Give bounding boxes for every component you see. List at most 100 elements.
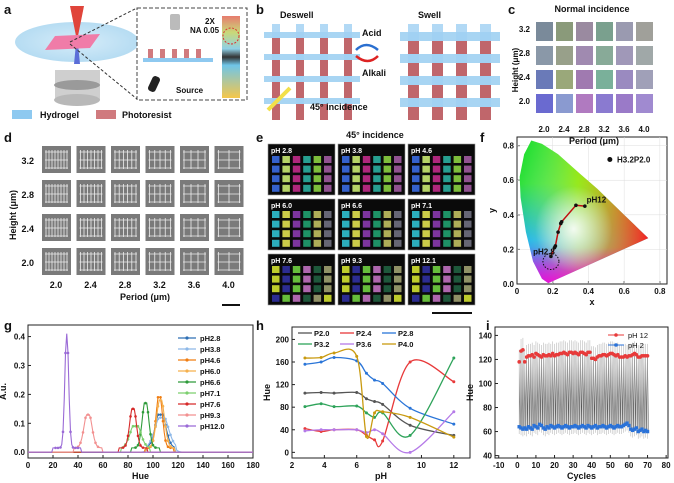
reflection-tile	[342, 230, 350, 238]
y-tick-label: 120	[479, 355, 493, 364]
data-point	[156, 395, 160, 399]
data-point	[571, 425, 575, 429]
reflection-tile	[394, 220, 402, 228]
data-point	[381, 402, 385, 406]
reflection-tile	[394, 165, 402, 173]
reflection-tile	[453, 285, 462, 293]
deswell-grid	[264, 24, 360, 120]
data-point	[139, 444, 142, 447]
reflection-tile	[422, 266, 430, 273]
reflection-tile	[303, 184, 311, 192]
photoresist-block	[296, 60, 304, 76]
reflection-tile	[272, 220, 280, 228]
reflection-tile	[443, 239, 451, 247]
reflection-tile	[443, 175, 451, 183]
photoresist-block	[408, 85, 419, 98]
reflection-tile	[422, 175, 430, 183]
data-point	[131, 407, 135, 411]
reflection-tile	[342, 239, 350, 247]
data-point	[632, 427, 637, 431]
data-point	[523, 426, 527, 430]
plot-frame	[516, 136, 668, 285]
reflection-tile	[292, 175, 301, 183]
data-point	[56, 446, 60, 450]
y-tick-label: 0.3	[14, 361, 26, 370]
reflection-tile	[443, 156, 451, 163]
reflection-tile	[272, 294, 280, 302]
reflection-tile	[412, 175, 420, 183]
data-point	[69, 430, 72, 434]
height-tick: 2.8	[21, 190, 34, 200]
x-tick-label: 0.2	[547, 287, 559, 296]
period-tick: 4.0	[222, 280, 235, 290]
data-point	[452, 410, 456, 414]
reflection-tile	[636, 22, 653, 41]
reflection-tile	[422, 184, 430, 192]
legend-label: pH 12	[628, 331, 648, 340]
data-point	[645, 429, 650, 434]
reflection-tile	[422, 220, 430, 228]
panel-e-title: 45° incidence	[346, 130, 404, 140]
x-tick-label: 40	[587, 461, 596, 470]
y-tick-label: 0	[285, 448, 290, 457]
data-point	[64, 351, 67, 355]
data-point	[129, 430, 132, 434]
hydrogel-bar	[400, 54, 500, 63]
y-tick-label: 80	[483, 404, 492, 413]
reflection-tile	[342, 266, 350, 273]
photoresist-block	[408, 107, 419, 120]
reflection-tile	[556, 46, 573, 65]
panel-c-title: Normal incidence	[554, 4, 629, 14]
panel-letter-g: g	[4, 318, 12, 333]
reflection-tile	[422, 211, 430, 218]
plot-frame	[291, 326, 471, 459]
reflection-tile	[422, 156, 430, 163]
y-axis-label: A.u.	[0, 383, 8, 400]
objective-na: NA 0.05	[190, 26, 220, 35]
data-point	[586, 423, 590, 428]
data-point	[408, 406, 412, 410]
x-axis-label: Cycles	[567, 471, 596, 481]
reflection-tile	[282, 266, 290, 273]
reflection-tile	[412, 211, 420, 218]
data-point	[149, 432, 152, 436]
reflection-tile	[282, 285, 290, 293]
data-point	[560, 426, 564, 430]
x-axis-label: pH	[375, 471, 387, 481]
data-point	[606, 425, 611, 429]
data-point	[617, 425, 622, 429]
data-point	[169, 441, 172, 445]
legend-marker	[185, 424, 189, 428]
reflection-tile	[464, 266, 472, 273]
data-point	[76, 446, 80, 450]
reflection-tile	[352, 220, 360, 228]
reflection-tile	[313, 230, 322, 238]
legend-label: pH6.6	[200, 378, 220, 387]
data-point	[588, 350, 592, 355]
reflection-tile	[453, 294, 462, 302]
reflection-tile	[412, 184, 420, 192]
reflection-tile	[453, 165, 462, 173]
y-axis-label: y	[487, 208, 497, 213]
objective-mag: 2X	[205, 17, 215, 26]
annotation-end: pH12	[587, 196, 607, 205]
reflection-tile	[464, 211, 472, 218]
reflection-tile	[432, 230, 441, 238]
reflection-tile	[453, 184, 462, 192]
data-point	[144, 401, 147, 405]
data-point	[332, 351, 336, 355]
data-point	[608, 423, 613, 428]
legend-marker	[185, 358, 189, 362]
reflection-tile	[373, 285, 381, 293]
data-point	[553, 244, 558, 248]
y-tick-label: 0.8	[503, 142, 515, 151]
panel-letter-a: a	[4, 2, 12, 17]
reflection-tile	[362, 175, 371, 183]
data-point	[556, 423, 560, 428]
data-point	[94, 441, 97, 445]
data-point	[151, 443, 155, 447]
data-point	[364, 411, 368, 415]
data-point	[355, 391, 359, 394]
sem-tile	[111, 214, 140, 241]
x-tick-label: 160	[221, 461, 235, 470]
